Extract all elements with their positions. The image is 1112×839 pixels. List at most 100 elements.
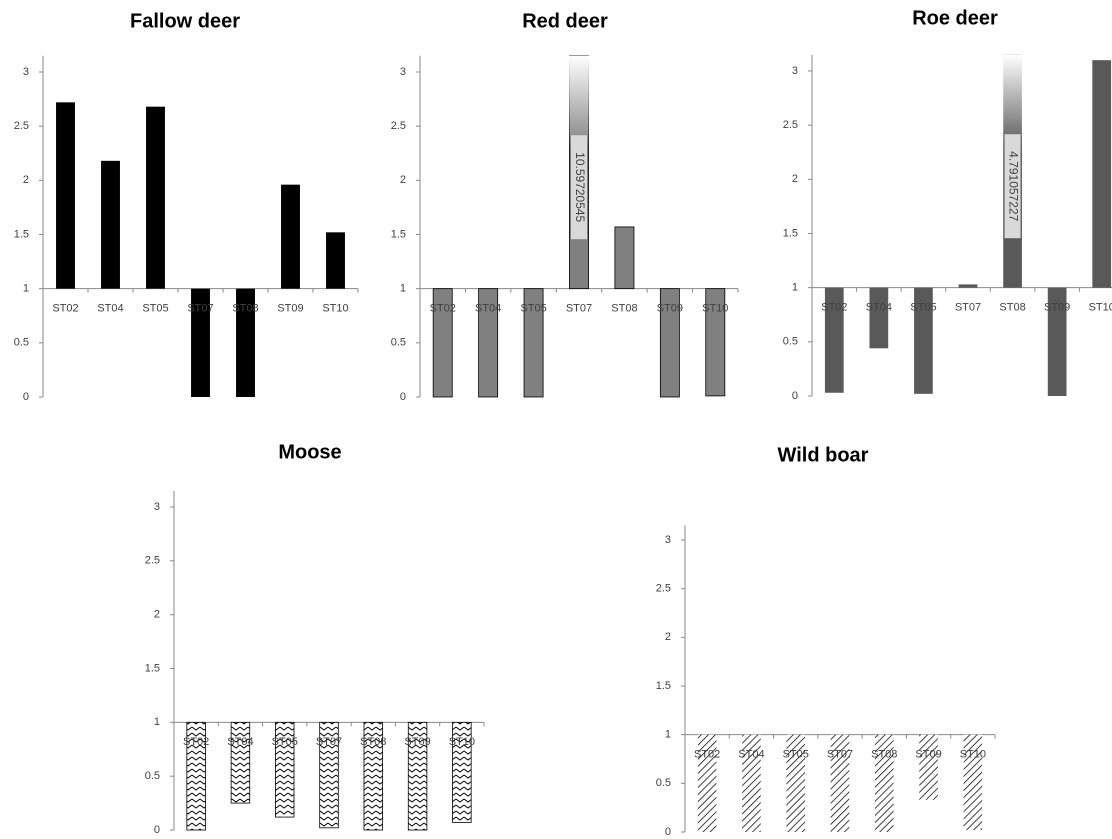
y-tick-label: 1 xyxy=(665,729,671,741)
bar xyxy=(1092,60,1112,288)
bar xyxy=(363,721,383,831)
y-tick-label: 0.5 xyxy=(783,336,798,348)
bar xyxy=(452,721,472,823)
y-tick-label: 2 xyxy=(400,174,406,186)
chart-title: Roe deer xyxy=(912,7,998,29)
x-tick-label: ST08 xyxy=(871,749,897,761)
x-tick-label: ST05 xyxy=(910,302,936,314)
bar xyxy=(705,288,726,397)
y-tick-label: 0.5 xyxy=(656,777,671,789)
x-tick-label: ST07 xyxy=(566,303,592,315)
x-tick-label: ST07 xyxy=(316,736,342,748)
bar xyxy=(874,734,894,832)
bar xyxy=(56,102,75,289)
y-tick-label: 0 xyxy=(154,824,160,836)
chart-title: Moose xyxy=(278,441,341,463)
x-tick-label: ST05 xyxy=(142,303,168,315)
y-tick-label: 3 xyxy=(23,66,29,78)
bar xyxy=(319,721,339,829)
bar xyxy=(742,734,761,832)
x-tick-label: ST10 xyxy=(322,303,348,315)
bar xyxy=(919,734,938,800)
bar xyxy=(659,288,680,398)
bar xyxy=(101,160,120,289)
bar xyxy=(191,288,210,397)
x-tick-label: ST04 xyxy=(97,303,123,315)
bar xyxy=(230,721,251,804)
y-tick-label: 2 xyxy=(665,631,671,643)
x-tick-label: ST04 xyxy=(227,736,253,748)
chart-panel: Moose 0 0.5 1 1.5 2 2.5 3 ST02 ST04 ST05 ST07 ST08 ST… xyxy=(145,441,485,836)
x-tick-label: ST07 xyxy=(827,749,853,761)
x-tick-label: ST08 xyxy=(360,736,386,748)
x-tick-label: ST09 xyxy=(657,303,683,315)
y-tick-label: 1 xyxy=(792,282,798,294)
bar xyxy=(958,284,978,288)
x-tick-label: ST04 xyxy=(475,303,501,315)
x-tick-label: ST02 xyxy=(52,303,78,315)
bar xyxy=(614,226,635,290)
bar xyxy=(146,106,165,289)
x-tick-label: ST04 xyxy=(866,302,892,314)
y-tick-label: 0.5 xyxy=(14,337,29,349)
x-tick-label: ST07 xyxy=(955,302,981,314)
y-tick-label: 1.5 xyxy=(14,228,29,240)
y-tick-label: 1.5 xyxy=(783,227,798,239)
x-tick-label: ST09 xyxy=(277,303,303,315)
x-tick-label: ST10 xyxy=(449,736,475,748)
x-tick-label: ST08 xyxy=(232,303,258,315)
bar xyxy=(407,721,428,831)
x-tick-label: ST10 xyxy=(960,749,986,761)
chart-title: Red deer xyxy=(522,10,608,32)
y-tick-label: 3 xyxy=(665,534,671,546)
y-tick-label: 2 xyxy=(154,609,160,621)
chart-panel: Wild boar 0 0.5 1 1.5 2 2.5 3 ST02 ST04 ST05 ST07 ST… xyxy=(656,444,996,838)
bar xyxy=(963,734,983,831)
bar xyxy=(824,287,844,393)
bar xyxy=(478,288,499,398)
y-tick-label: 1 xyxy=(154,716,160,728)
y-tick-label: 2.5 xyxy=(391,120,406,132)
x-tick-label: ST09 xyxy=(1044,302,1070,314)
x-tick-label: ST02 xyxy=(183,736,209,748)
x-tick-label: ST07 xyxy=(187,303,213,315)
y-tick-label: 0.5 xyxy=(145,770,160,782)
x-tick-label: ST10 xyxy=(1089,302,1112,314)
x-tick-label: ST04 xyxy=(738,749,764,761)
x-tick-label: ST05 xyxy=(783,749,809,761)
bar xyxy=(432,288,453,398)
bar xyxy=(869,287,889,349)
y-tick-label: 2 xyxy=(792,173,798,185)
bar xyxy=(697,734,717,832)
y-tick-label: 2.5 xyxy=(14,120,29,132)
bar xyxy=(786,734,806,832)
x-tick-label: ST02 xyxy=(430,303,456,315)
y-tick-label: 1.5 xyxy=(391,228,406,240)
x-tick-label: ST10 xyxy=(702,303,728,315)
x-tick-label: ST09 xyxy=(404,736,430,748)
y-tick-label: 3 xyxy=(400,66,406,78)
x-tick-label: ST02 xyxy=(821,302,847,314)
x-tick-label: ST05 xyxy=(520,303,546,315)
x-tick-label: ST02 xyxy=(694,749,720,761)
x-tick-label: ST08 xyxy=(611,303,637,315)
x-tick-label: ST05 xyxy=(272,736,298,748)
bar xyxy=(275,721,295,818)
y-tick-label: 0 xyxy=(23,391,29,403)
bar xyxy=(523,288,544,398)
bar xyxy=(281,184,300,289)
y-tick-label: 0 xyxy=(665,826,671,838)
bar xyxy=(326,232,345,289)
y-tick-label: 0 xyxy=(792,390,798,402)
y-tick-label: 1 xyxy=(400,283,406,295)
y-tick-label: 2.5 xyxy=(145,555,160,567)
x-tick-label: ST09 xyxy=(915,749,941,761)
y-tick-label: 2.5 xyxy=(783,119,798,131)
chart-title: Wild boar xyxy=(778,444,869,466)
chart-panel: Roe deer 0 0.5 1 1.5 2 2.5 3 4.791057227 ST02 ST04… xyxy=(783,7,1112,402)
chart-panel: Red deer 0 0.5 1 1.5 2 2.5 3 10.59720545 ST02 ST04… xyxy=(391,10,739,403)
y-tick-label: 3 xyxy=(792,65,798,77)
data-label: 4.791057227 xyxy=(1006,151,1020,221)
